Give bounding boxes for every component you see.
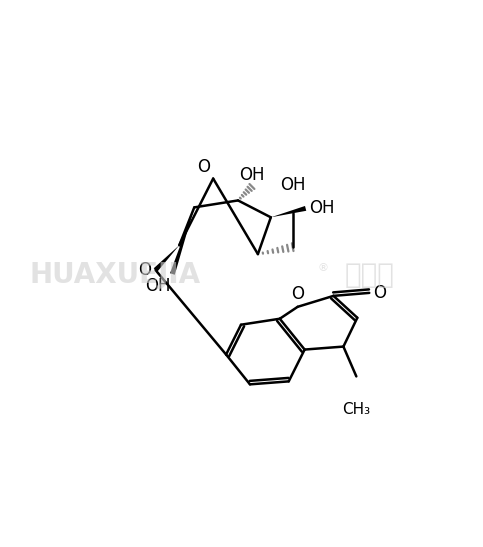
Text: OH: OH <box>310 199 335 217</box>
Text: OH: OH <box>280 177 305 194</box>
Polygon shape <box>170 207 194 275</box>
Text: HUAXUEJIA: HUAXUEJIA <box>29 261 200 289</box>
Polygon shape <box>154 245 179 272</box>
Text: OH: OH <box>239 166 265 184</box>
Text: O: O <box>139 261 152 279</box>
Text: OH: OH <box>145 277 170 295</box>
Polygon shape <box>271 206 306 217</box>
Text: O: O <box>197 158 210 176</box>
Text: CH₃: CH₃ <box>342 402 370 417</box>
Text: ®: ® <box>317 263 328 273</box>
Text: O: O <box>291 285 304 303</box>
Text: O: O <box>373 284 386 302</box>
Text: 化学加: 化学加 <box>344 261 394 289</box>
